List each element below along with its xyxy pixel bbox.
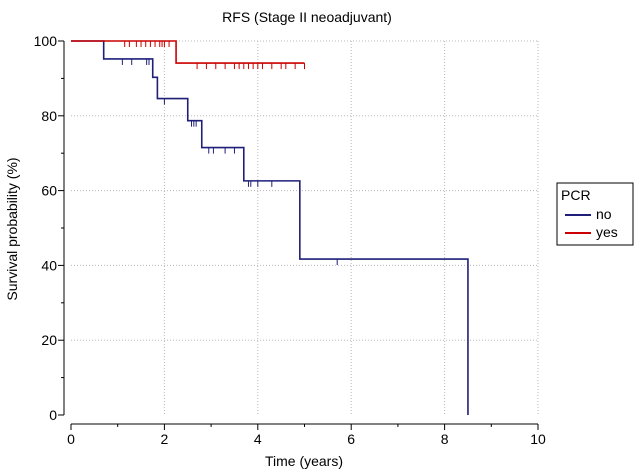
x-tick-label: 6 [347, 431, 355, 447]
y-tick-label: 0 [49, 407, 57, 423]
legend: PCR no yes [556, 182, 634, 246]
legend-title: PCR [561, 187, 591, 203]
x-tick-label: 8 [441, 431, 449, 447]
y-tick-label: 20 [41, 332, 57, 348]
x-tick-label: 10 [530, 431, 546, 447]
legend-label-yes: yes [596, 224, 618, 240]
series-line-no [71, 40, 469, 415]
grid [71, 40, 539, 415]
y-axis-label: Survival probability (%) [4, 157, 20, 300]
y-tick-label: 60 [41, 183, 57, 199]
series-layer [71, 40, 469, 415]
y-tick-label: 100 [34, 33, 58, 49]
legend-label-no: no [596, 206, 612, 222]
chart-title: RFS (Stage II neoadjuvant) [222, 9, 392, 25]
y-tick-label: 40 [41, 257, 57, 273]
x-tick-label: 0 [67, 431, 75, 447]
x-tick-label: 4 [254, 431, 262, 447]
series-line-yes [71, 40, 305, 64]
x-axis-label: Time (years) [265, 453, 343, 469]
axes: 0 20 40 60 80 100 0 2 4 6 8 10 [34, 33, 546, 447]
x-tick-label: 2 [161, 431, 169, 447]
y-tick-label: 80 [41, 108, 57, 124]
